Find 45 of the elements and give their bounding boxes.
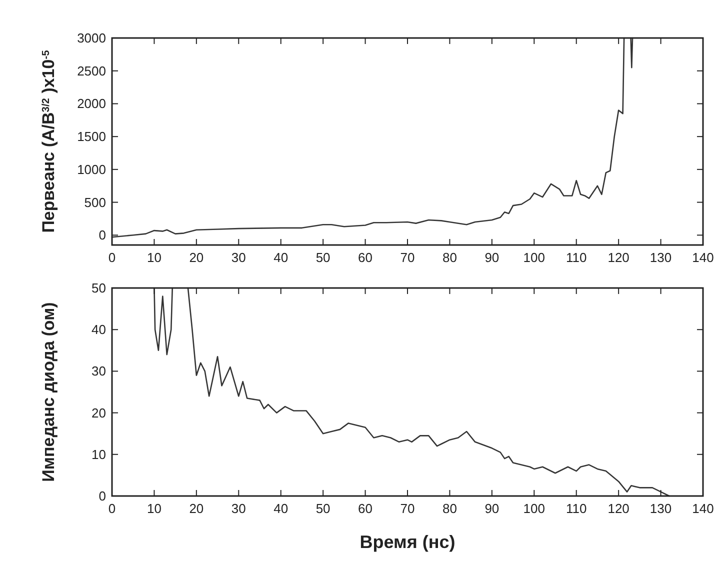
- y-tick-label: 50: [92, 280, 106, 296]
- y-tick-label: 30: [92, 364, 106, 379]
- x-tick-label: 90: [484, 250, 500, 265]
- x-tick-label: 40: [274, 501, 288, 516]
- y-tick-label: 1000: [77, 162, 106, 177]
- x-tick-label: 100: [523, 501, 545, 516]
- x-tick-label: 0: [108, 250, 116, 265]
- x-tick-label: 10: [146, 250, 162, 265]
- x-tick-label: 0: [108, 501, 116, 516]
- x-tick-label: 120: [608, 501, 630, 516]
- x-tick-label: 110: [566, 501, 587, 516]
- x-tick-label: 140: [692, 250, 714, 265]
- x-tick-label: 110: [566, 250, 587, 265]
- x-tick-label: 120: [608, 250, 630, 265]
- y-tick-label: 500: [84, 194, 106, 210]
- x-tick-label: 50: [316, 501, 330, 516]
- x-tick-label: 130: [650, 501, 672, 516]
- y-tick-label: 40: [92, 322, 106, 338]
- x-tick-label: 140: [692, 501, 714, 516]
- x-tick-label: 80: [442, 501, 457, 516]
- x-tick-label: 70: [400, 501, 415, 516]
- y-tick-label: 3000: [77, 30, 106, 46]
- x-tick-label: 70: [400, 250, 415, 265]
- x-tick-label: 90: [484, 501, 500, 516]
- x-tick-label: 80: [442, 250, 457, 265]
- x-tick-label: 20: [189, 501, 204, 516]
- y-tick-label: 0: [98, 228, 106, 243]
- x-tick-label: 10: [146, 501, 162, 516]
- x-axis-title: Время (нс): [360, 532, 456, 552]
- y-axis-title: Импеданс диода (ом): [39, 302, 58, 482]
- y-tick-label: 0: [98, 488, 106, 504]
- y-tick-label: 10: [92, 446, 106, 462]
- y-tick-label: 1500: [77, 129, 106, 144]
- x-tick-label: 130: [650, 250, 672, 265]
- x-tick-label: 20: [189, 250, 204, 265]
- x-tick-label: 100: [523, 250, 545, 265]
- y-tick-label: 2500: [77, 63, 106, 78]
- x-tick-label: 60: [358, 250, 373, 265]
- y-tick-label: 2000: [77, 96, 106, 112]
- x-tick-label: 30: [231, 250, 246, 265]
- x-tick-label: 50: [316, 250, 330, 265]
- x-tick-label: 30: [231, 501, 246, 516]
- y-tick-label: 20: [92, 405, 106, 420]
- x-tick-label: 60: [358, 501, 373, 516]
- x-tick-label: 40: [274, 250, 288, 265]
